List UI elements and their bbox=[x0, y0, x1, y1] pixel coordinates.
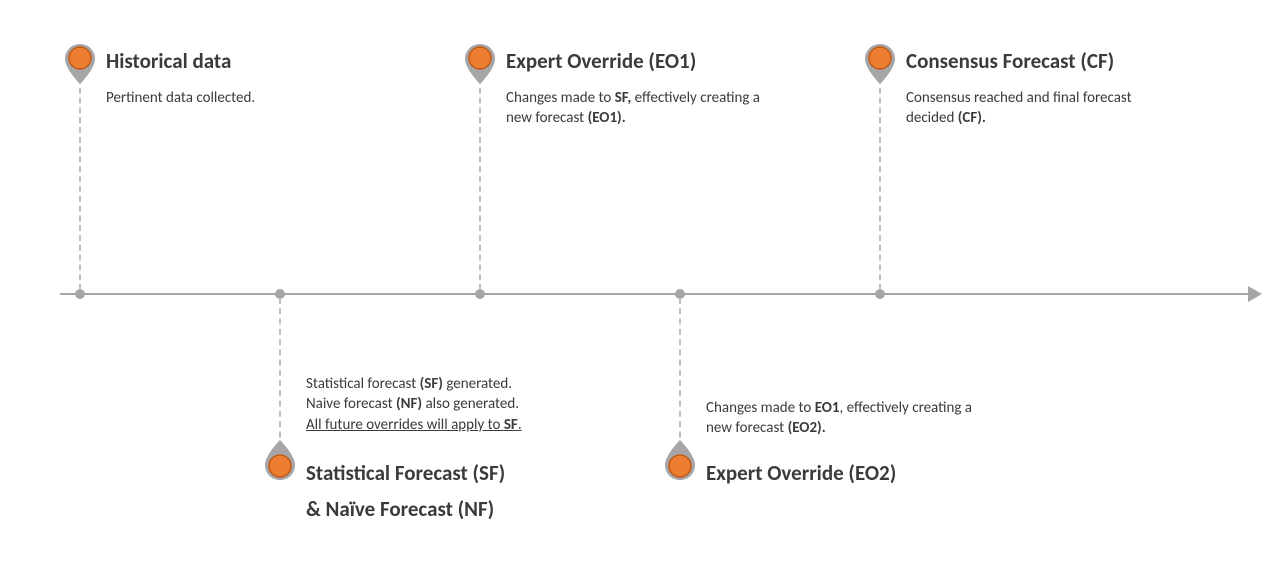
timeline-tick bbox=[75, 289, 85, 299]
desc-line: Consensus reached and final forecast bbox=[906, 88, 1206, 108]
connector-line bbox=[479, 78, 481, 290]
event-desc-eo1: Changes made to SF, effectively creating… bbox=[506, 88, 826, 129]
connector-line bbox=[679, 298, 681, 458]
pin-marker-icon bbox=[863, 42, 897, 76]
timeline-axis bbox=[60, 293, 1252, 295]
event-title-historical: Historical data bbox=[106, 48, 231, 74]
pin-marker-icon bbox=[463, 42, 497, 76]
event-title-eo2: Expert Override (EO2) bbox=[706, 460, 896, 486]
desc-line: Naive forecast (NF) also generated. bbox=[306, 394, 636, 414]
event-desc-eo2: Changes made to EO1, effectively creatin… bbox=[706, 398, 1026, 439]
pin-marker-icon bbox=[263, 448, 297, 482]
desc-line: new forecast (EO1). bbox=[506, 108, 826, 128]
event-title-cf: Consensus Forecast (CF) bbox=[906, 48, 1114, 74]
title-line: Statistical Forecast (SF) bbox=[306, 460, 505, 486]
desc-line: decided (CF). bbox=[906, 108, 1206, 128]
timeline-tick bbox=[875, 289, 885, 299]
event-title-sf-nf: Statistical Forecast (SF) & Naïve Foreca… bbox=[306, 460, 505, 523]
connector-line bbox=[279, 298, 281, 458]
desc-line: new forecast (EO2). bbox=[706, 418, 1026, 438]
desc-line: All future overrides will apply to SF. bbox=[306, 415, 636, 435]
event-desc-sf-nf: Statistical forecast (SF) generated. Nai… bbox=[306, 374, 636, 435]
pin-marker-icon bbox=[663, 448, 697, 482]
event-desc-historical: Pertinent data collected. bbox=[106, 88, 376, 108]
axis-arrowhead-icon bbox=[1248, 286, 1262, 302]
connector-line bbox=[79, 78, 81, 290]
pin-marker-icon bbox=[63, 42, 97, 76]
desc-line: Changes made to EO1, effectively creatin… bbox=[706, 398, 1026, 418]
timeline-tick bbox=[475, 289, 485, 299]
event-desc-cf: Consensus reached and final forecast dec… bbox=[906, 88, 1206, 129]
connector-line bbox=[879, 78, 881, 290]
desc-line: Changes made to SF, effectively creating… bbox=[506, 88, 826, 108]
title-line: & Naïve Forecast (NF) bbox=[306, 496, 505, 522]
desc-line: Statistical forecast (SF) generated. bbox=[306, 374, 636, 394]
event-title-eo1: Expert Override (EO1) bbox=[506, 48, 696, 74]
